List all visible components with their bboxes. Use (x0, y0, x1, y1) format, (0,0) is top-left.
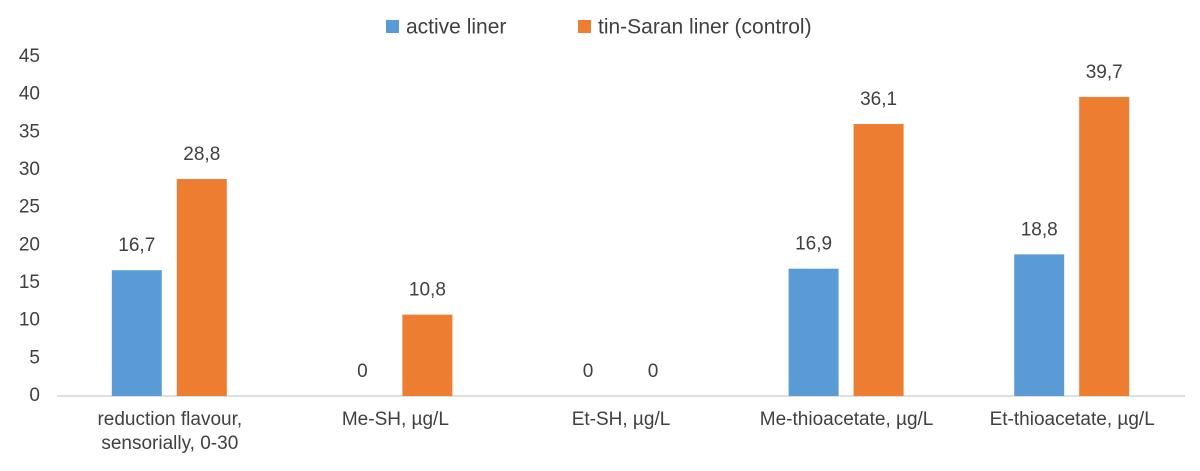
value-label: 0 (648, 361, 659, 382)
y-tick-label: 20 (19, 234, 40, 255)
value-label: 0 (357, 361, 368, 382)
y-tick-label: 40 (19, 84, 40, 105)
legend-label: active liner (406, 16, 506, 39)
legend-swatch (386, 20, 399, 33)
x-tick-label: Me-SH, µg/L (341, 409, 449, 430)
x-tick-label: Me-thioacetate, µg/L (759, 409, 934, 430)
x-tick-label: Et-SH, µg/L (571, 409, 671, 430)
bar (853, 124, 904, 397)
y-tick-label: 45 (19, 46, 40, 67)
value-label: 10,8 (409, 280, 446, 301)
x-tick-label: Et-thioacetate, µg/L (989, 409, 1155, 430)
bar (111, 270, 162, 396)
y-tick-label: 15 (19, 272, 40, 293)
bar (1079, 96, 1130, 396)
value-label: 39,7 (1086, 62, 1123, 83)
y-tick-label: 5 (29, 347, 40, 368)
x-tick-label: reduction flavour, sensorially, 0-30 (97, 409, 243, 454)
value-label: 36,1 (860, 89, 897, 110)
value-label: 28,8 (183, 144, 220, 165)
y-tick-label: 35 (19, 121, 40, 142)
bar (402, 314, 453, 396)
value-label: 16,7 (118, 235, 155, 256)
bar (176, 179, 227, 396)
y-tick-label: 25 (19, 197, 40, 218)
legend-swatch (578, 20, 591, 33)
bar (788, 268, 839, 396)
y-tick-label: 10 (19, 310, 40, 331)
y-tick-label: 30 (19, 159, 40, 180)
legend-label: tin-Saran liner (control) (598, 16, 812, 39)
value-label: 0 (583, 361, 594, 382)
bar (1014, 254, 1065, 396)
value-label: 18,8 (1021, 219, 1058, 240)
value-label: 16,9 (795, 234, 832, 255)
y-tick-label: 0 (29, 385, 40, 406)
